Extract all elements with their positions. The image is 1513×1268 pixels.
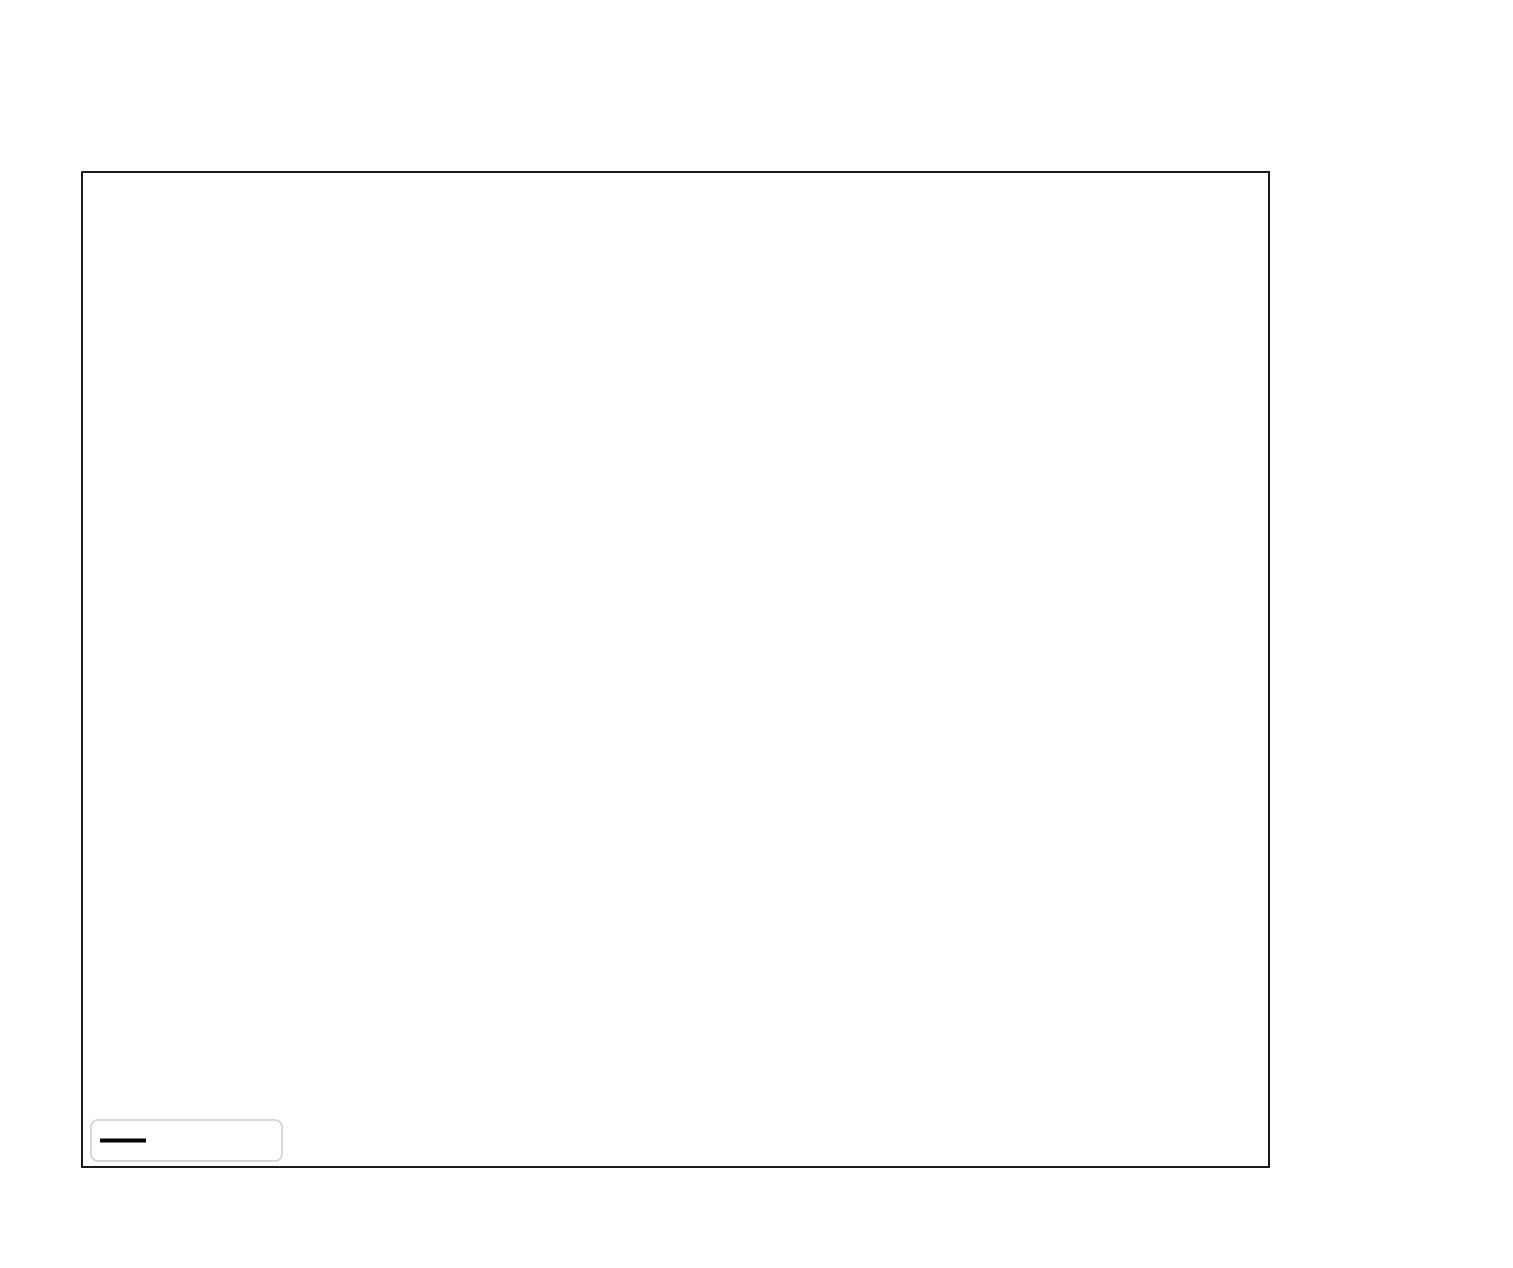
legend	[90, 1119, 283, 1162]
map-frame	[81, 171, 1270, 1168]
legend-box	[90, 1119, 283, 1162]
